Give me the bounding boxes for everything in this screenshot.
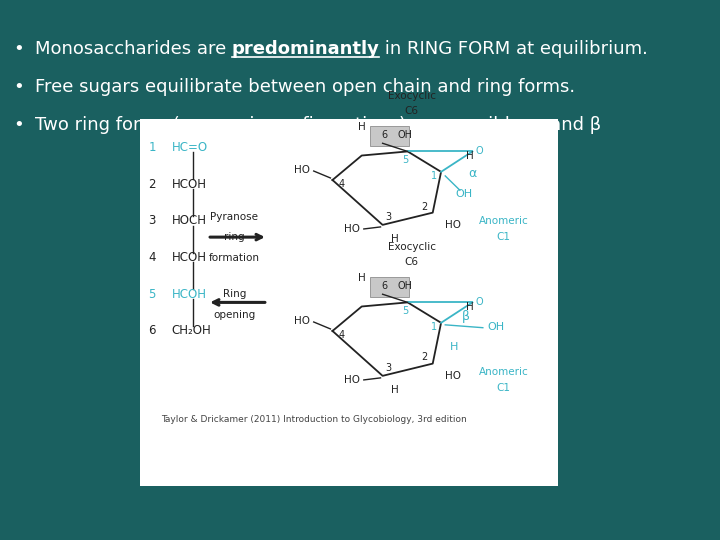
Text: C1: C1 [497, 232, 510, 242]
Text: Exocyclic: Exocyclic [388, 242, 436, 252]
Text: H: H [449, 342, 458, 352]
Text: 6: 6 [148, 325, 156, 338]
Text: H: H [467, 302, 474, 312]
Text: HO: HO [343, 224, 360, 234]
Text: 3: 3 [386, 363, 392, 373]
Text: 5: 5 [148, 288, 156, 301]
Text: 3: 3 [148, 214, 156, 227]
Text: •: • [13, 40, 24, 58]
Text: H: H [358, 273, 366, 283]
Text: HO: HO [343, 375, 360, 385]
FancyBboxPatch shape [140, 119, 558, 486]
Text: 4: 4 [148, 251, 156, 264]
Text: CH₂OH: CH₂OH [172, 325, 212, 338]
Text: 2: 2 [421, 353, 428, 362]
Text: C6: C6 [405, 106, 419, 116]
FancyBboxPatch shape [371, 126, 410, 146]
Text: formation: formation [209, 253, 260, 262]
Text: HO: HO [445, 220, 462, 230]
Text: OH: OH [456, 190, 472, 199]
Text: HCOH: HCOH [172, 178, 207, 191]
Text: 4: 4 [338, 330, 345, 340]
Text: HCOH: HCOH [172, 251, 207, 264]
Text: 3: 3 [386, 212, 392, 222]
Text: Exocyclic: Exocyclic [388, 91, 436, 102]
Text: H: H [358, 122, 366, 132]
Text: 1: 1 [431, 322, 436, 332]
Text: 2: 2 [148, 178, 156, 191]
Text: H: H [391, 385, 399, 395]
Text: 1: 1 [148, 141, 156, 154]
Text: HCOH: HCOH [172, 288, 207, 301]
Text: Anomeric: Anomeric [479, 367, 528, 377]
Text: predominantly: predominantly [232, 40, 379, 58]
Text: H: H [467, 151, 474, 161]
Text: Two ring forms (anomeric configurations) are possible, α and β: Two ring forms (anomeric configurations)… [35, 116, 600, 134]
Text: HO: HO [294, 316, 310, 326]
Text: Ring: Ring [222, 289, 246, 299]
Text: Free sugars equilibrate between open chain and ring forms.: Free sugars equilibrate between open cha… [35, 78, 575, 96]
Text: O: O [476, 146, 483, 157]
Text: Taylor & Drickamer (2011) Introduction to Glycobiology, 3rd edition: Taylor & Drickamer (2011) Introduction t… [161, 415, 467, 424]
Text: 5: 5 [402, 306, 409, 316]
Text: OH: OH [487, 322, 504, 332]
Text: H: H [391, 234, 399, 244]
Text: Pyranose: Pyranose [210, 212, 258, 222]
Text: OH: OH [397, 281, 413, 291]
Text: 2: 2 [421, 201, 428, 212]
Text: α: α [468, 167, 477, 180]
Text: C1: C1 [497, 383, 510, 393]
Text: HO: HO [445, 371, 462, 381]
Text: •: • [13, 116, 24, 134]
Text: •: • [13, 78, 24, 96]
Text: β: β [462, 310, 470, 323]
Text: 4: 4 [338, 179, 345, 189]
Text: 6: 6 [382, 130, 388, 140]
Text: HC=O: HC=O [172, 141, 208, 154]
FancyBboxPatch shape [371, 276, 410, 297]
Text: Monosaccharides are: Monosaccharides are [35, 40, 232, 58]
Text: C6: C6 [405, 256, 419, 267]
Text: Anomeric: Anomeric [479, 216, 528, 226]
Text: HOCH: HOCH [172, 214, 207, 227]
Text: 6: 6 [382, 281, 388, 291]
Text: HO: HO [294, 165, 310, 175]
Text: 1: 1 [431, 171, 436, 181]
Text: in RING FORM at equilibrium.: in RING FORM at equilibrium. [379, 40, 648, 58]
Text: 5: 5 [402, 156, 409, 165]
Text: ring: ring [224, 232, 245, 242]
Text: opening: opening [213, 309, 256, 320]
Text: O: O [476, 298, 483, 307]
Text: OH: OH [397, 130, 413, 140]
